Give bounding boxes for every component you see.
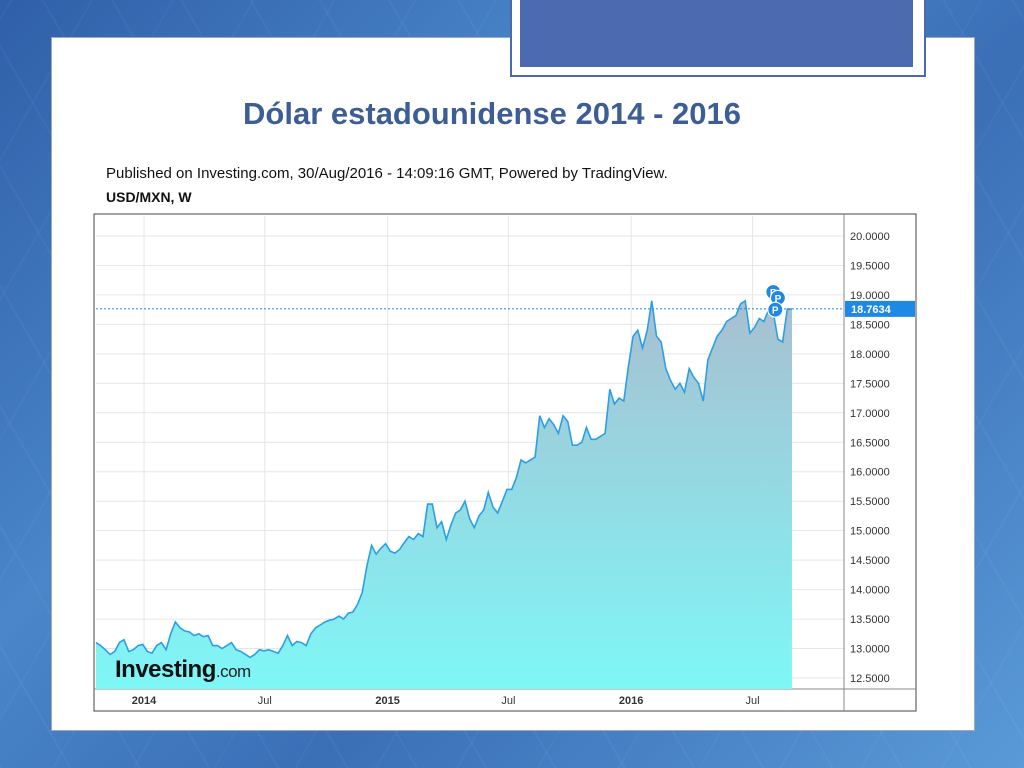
p-marker-icon [767,301,784,318]
logo-suffix: .com [215,662,251,681]
price-line [95,299,792,659]
last-price-tag [845,300,915,317]
last-price-label: 18.7634 [851,304,892,316]
y-tick-label: 19.0000 [850,290,890,302]
p-marker-label: P [775,294,782,305]
price-area [96,300,792,689]
x-tick-label: 2016 [619,695,643,707]
y-tick-label: 18.5000 [850,319,890,331]
y-tick-label: 14.5000 [850,555,890,567]
p-marker-label: P [772,306,779,317]
y-tick-label: 13.0000 [850,644,890,656]
logo-main: Investing [115,656,216,683]
y-tick-label: 19.5000 [850,260,890,272]
x-tick-label: Jul [746,695,760,707]
slide-title: Dólar estadounidense 2014 - 2016 [243,96,741,131]
x-tick-label: 2015 [375,695,399,707]
y-tick-label: 12.5000 [850,673,890,685]
y-tick-label: 20.0000 [850,231,890,243]
x-tick-label: Jul [258,695,272,707]
y-tick-label: 17.5000 [850,378,890,390]
x-tick-label: Jul [501,695,515,707]
y-tick-label: 18.0000 [850,349,890,361]
published-note: Published on Investing.com, 30/Aug/2016 … [106,165,668,182]
symbol-label: USD/MXN, W [106,189,192,205]
y-tick-label: 14.0000 [850,585,890,597]
y-tick-label: 13.5000 [850,614,890,626]
y-tick-label: 15.0000 [850,526,890,538]
y-tick-label: 15.5000 [850,496,890,508]
y-tick-label: 17.0000 [850,408,890,420]
investing-logo: Investing.com [115,656,251,684]
y-tick-label: 16.5000 [850,437,890,449]
x-tick-label: 2014 [132,695,157,707]
y-tick-label: 16.0000 [850,467,890,479]
slide-decoration-block [520,0,913,67]
